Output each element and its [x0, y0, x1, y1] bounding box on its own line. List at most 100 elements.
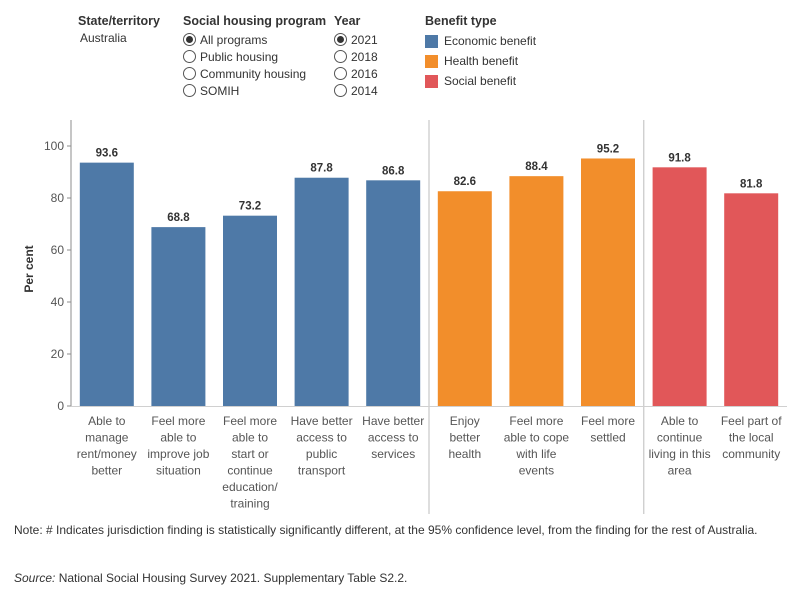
state-filter-title: State/territory [78, 14, 160, 28]
x-category-label-line: Have better [362, 414, 424, 428]
legend-label: Health benefit [444, 54, 519, 68]
x-category-label-line: services [371, 447, 415, 461]
bar-value-label: 73.2 [239, 201, 261, 213]
legend-label: Social benefit [444, 74, 517, 88]
year-options: 2021 2018 2016 2014 [334, 31, 378, 99]
bar-value-label: 88.4 [525, 161, 548, 173]
bar [437, 191, 492, 406]
program-option[interactable]: Public housing [183, 48, 326, 65]
bar [151, 227, 206, 406]
source-label: Source: [14, 571, 56, 585]
legend-item[interactable]: Economic benefit [425, 31, 536, 51]
legend-item[interactable]: Social benefit [425, 71, 536, 91]
legend-items: Economic benefit Health benefit Social ben… [425, 31, 536, 91]
y-tick-label: 100 [44, 139, 64, 153]
radio-button-icon[interactable] [334, 50, 347, 63]
radio-button-icon[interactable] [334, 67, 347, 80]
year-option-label: 2018 [351, 49, 378, 64]
x-category-label: Feel more settled [581, 414, 635, 445]
legend-swatch [425, 74, 438, 88]
bar-value-label: 81.8 [740, 178, 763, 190]
x-category-label-line: access to [296, 431, 347, 445]
radio-button-icon[interactable] [183, 33, 196, 46]
bar-chart: 0 20 40 60 80 100 Per cent 93.6 Able to manage ren… [22, 120, 787, 514]
x-category-label-line: community [722, 447, 780, 461]
year-option[interactable]: 2018 [334, 48, 378, 65]
bar-value-label: 86.8 [382, 165, 405, 177]
program-option-label: All programs [200, 32, 268, 47]
year-option[interactable]: 2021 [334, 31, 378, 48]
x-category-label: Have better access to services [362, 414, 424, 461]
x-category-label-line: events [519, 464, 554, 478]
program-option[interactable]: Community housing [183, 65, 326, 82]
y-tick-label: 40 [51, 295, 65, 309]
x-category-label-line: rent/money [77, 447, 137, 461]
x-category-label-line: settled [590, 431, 625, 445]
legend-item[interactable]: Health benefit [425, 51, 536, 71]
x-category-label-line: the local [729, 431, 774, 445]
bar-value-label: 87.8 [310, 163, 333, 175]
radio-button-icon[interactable] [183, 67, 196, 80]
year-option[interactable]: 2016 [334, 65, 378, 82]
x-category-label-line: better [449, 431, 480, 445]
x-category-label: Able to manage rent/money better [77, 414, 137, 478]
x-category-label: Feel more able to start or continue educatio… [222, 414, 278, 511]
x-category-label: Feel more able to improve job situation [147, 414, 209, 478]
program-option-label: Public housing [200, 49, 279, 64]
x-category-label-line: Feel more [581, 414, 635, 428]
bar-value-label: 95.2 [597, 143, 619, 155]
radio-button-icon[interactable] [334, 33, 347, 46]
year-filter: Year 2021 2018 2016 2014 [334, 14, 378, 99]
y-tick-label: 60 [51, 243, 65, 257]
x-category-label-line: living in this [649, 447, 711, 461]
bar [581, 158, 635, 406]
x-category-label-line: situation [156, 464, 201, 478]
program-option[interactable]: All programs [183, 31, 326, 48]
y-tick-label: 80 [51, 191, 65, 205]
year-filter-title: Year [334, 14, 361, 28]
x-category-label-line: Able to [88, 414, 126, 428]
x-category-label-line: area [668, 464, 692, 478]
x-category-label-line: Able to [661, 414, 699, 428]
x-category-label: Feel more able to cope with life events [504, 414, 570, 478]
state-filter[interactable]: State/territory Australia [78, 14, 160, 45]
x-category-label-line: Feel part of [721, 414, 782, 428]
x-category-label: Have better access to public transport [291, 414, 353, 478]
y-tick-label: 0 [57, 399, 64, 413]
bar [79, 162, 134, 406]
year-option[interactable]: 2014 [334, 82, 378, 99]
x-category-label-line: better [91, 464, 122, 478]
source-text: National Social Housing Survey 2021. Sup… [55, 571, 408, 585]
radio-button-icon[interactable] [183, 50, 196, 63]
program-filter: Social housing program All programs Publi… [183, 14, 326, 99]
program-option-label: Community housing [200, 66, 307, 81]
filter-panel: State/territory Australia Social housing… [0, 0, 800, 110]
bar [294, 177, 349, 406]
year-option-label: 2021 [351, 32, 378, 47]
footnote: Note: # Indicates jurisdiction finding i… [14, 523, 758, 537]
x-category-label-line: Have better [291, 414, 353, 428]
y-tick-label: 20 [51, 347, 65, 361]
program-option[interactable]: SOMIH [183, 82, 326, 99]
x-category-label-line: training [230, 497, 269, 511]
x-category-label-line: Feel more [223, 414, 277, 428]
state-filter-value[interactable]: Australia [80, 31, 127, 45]
radio-button-icon[interactable] [334, 84, 347, 97]
x-category-label-line: able to cope [504, 431, 570, 445]
year-option-label: 2016 [351, 66, 378, 81]
y-axis-title: Per cent [22, 245, 36, 292]
year-option-label: 2014 [351, 83, 378, 98]
bar [652, 167, 707, 406]
program-options: All programs Public housing Community hous… [183, 31, 326, 99]
legend-label: Economic benefit [444, 34, 537, 48]
bar [223, 215, 277, 406]
x-category-label-line: public [306, 447, 337, 461]
x-category-label-line: access to [368, 431, 419, 445]
benefit-legend-title: Benefit type [425, 14, 497, 28]
legend-swatch [425, 54, 438, 68]
x-category-label-line: manage [85, 431, 129, 445]
program-option-label: SOMIH [200, 83, 240, 98]
bar-value-label: 68.8 [167, 212, 190, 224]
radio-button-icon[interactable] [183, 84, 196, 97]
x-category-label-line: improve job [147, 447, 209, 461]
